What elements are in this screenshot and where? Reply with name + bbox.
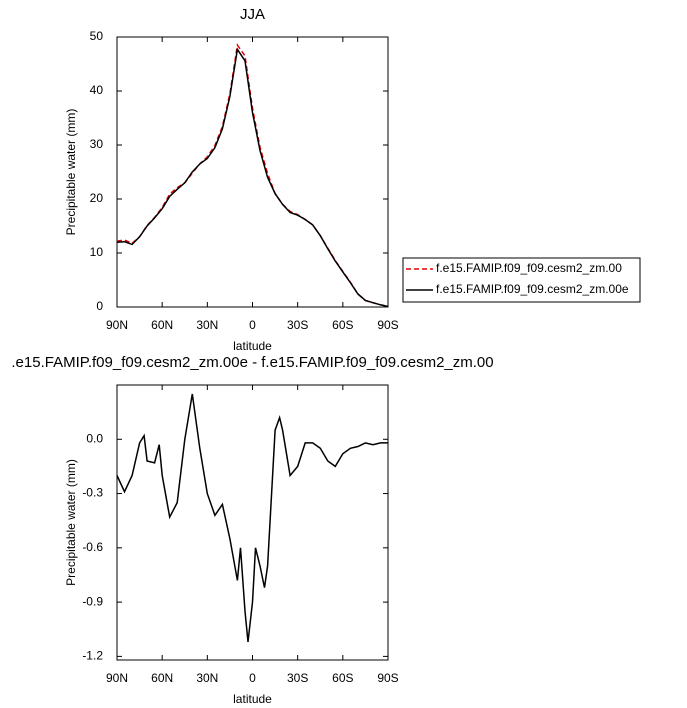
x-tick-label: 60N [151,671,173,685]
x-tick-label: 90N [106,671,128,685]
y-tick-label: 10 [90,245,104,259]
plot-frame [116,36,389,308]
x-axis-label: latitude [233,339,272,353]
x-tick-label: 60S [332,671,353,685]
x-tick-label: 90S [377,318,398,332]
y-tick-label: -0.9 [82,594,103,608]
data-line [116,393,388,642]
plot-frame [116,384,389,661]
x-axis-label: latitude [233,692,272,706]
x-tick-label: 30S [287,671,308,685]
data-line [116,47,389,308]
y-tick-label: 50 [90,29,104,43]
chart-title: JJA [240,6,265,23]
legend-box [402,257,641,303]
chart-title: .e15.FAMIP.f09_f09.cesm2_zm.00e - f.e15.… [11,354,493,371]
y-axis-label: Precipitable water (mm) [64,109,78,236]
data-line [116,43,389,308]
x-tick-label: 30S [287,318,308,332]
legend-label: f.e15.FAMIP.f09_f09.cesm2_zm.00e [436,282,629,296]
y-axis-label: Precipitable water (mm) [64,459,78,586]
x-tick-label: 0 [249,318,256,332]
y-tick-label: 20 [90,191,104,205]
x-tick-label: 30N [196,671,218,685]
y-tick-label: -0.3 [82,486,103,500]
legend-label: f.e15.FAMIP.f09_f09.cesm2_zm.00 [436,261,622,275]
x-tick-label: 90S [377,671,398,685]
x-tick-label: 90N [106,318,128,332]
y-tick-label: -0.6 [82,540,103,554]
x-tick-label: 60N [151,318,173,332]
x-tick-label: 60S [332,318,353,332]
y-tick-label: 0.0 [86,431,103,445]
x-tick-label: 30N [196,318,218,332]
y-tick-label: 40 [90,83,104,97]
y-tick-label: -1.2 [82,649,103,663]
y-tick-label: 30 [90,137,104,151]
x-tick-label: 0 [249,671,256,685]
y-tick-label: 0 [96,299,103,313]
